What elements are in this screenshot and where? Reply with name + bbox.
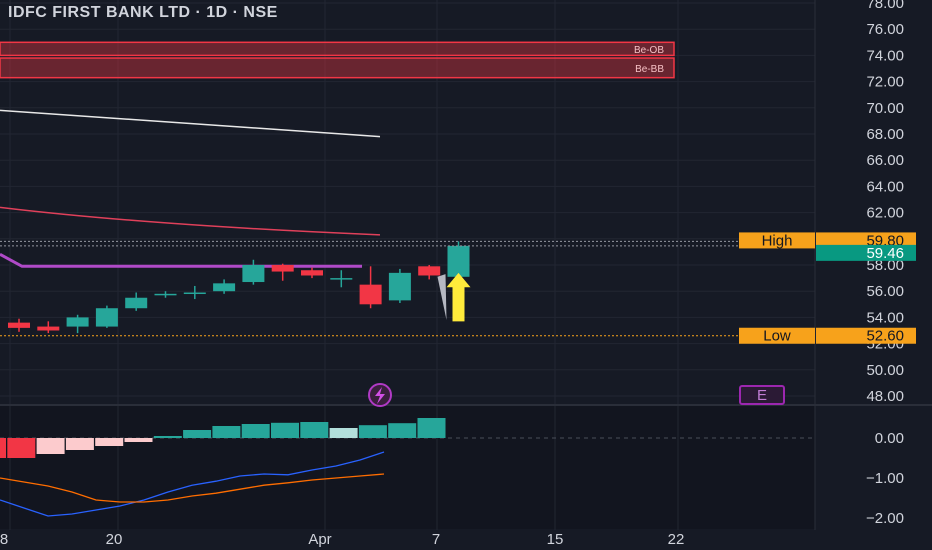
low-label-box [739,327,815,344]
candle-body [388,272,411,301]
lightning-glyph [375,387,385,404]
last-value-box [816,244,916,261]
x-tick-label: 20 [106,531,123,548]
histogram-bar [388,423,417,438]
histogram-bar [0,438,6,458]
x-tick-label: 15 [547,531,564,548]
histogram-bar [95,438,124,446]
y-tick-label: 76.00 [866,21,904,38]
histogram-bar [65,438,94,450]
earnings-badge[interactable] [739,385,785,405]
y-tick-label: 74.00 [866,47,904,64]
histogram-bar [300,422,329,438]
x-tick-label: 8 [0,531,8,548]
macd-line [0,451,385,517]
high-label-box [739,232,815,249]
histogram-bar [271,422,299,438]
x-tick-label: 22 [668,531,685,548]
y-tick-label: 62.00 [866,205,904,222]
x-tick-label: 7 [432,531,440,548]
signal-line [0,473,385,503]
histogram-bar [36,438,65,454]
y-tick-label: 56.00 [866,283,904,300]
y-tick-label: 64.00 [866,178,904,195]
y-tick-label: 78.00 [866,0,904,12]
y-tick-label: 70.00 [866,100,904,117]
zone-label: Be-BB [635,64,664,75]
low-value: 52.60 [866,328,904,345]
histogram-bar [153,436,182,438]
indicator-y-tick: −1.00 [866,470,904,487]
y-tick-label: 72.00 [866,74,904,91]
yellow-arrow [446,272,471,322]
lightning-marker[interactable] [368,383,392,407]
candle-body [330,278,353,280]
histogram-bar [183,430,212,438]
ma-red-line [0,206,381,236]
candles [8,241,471,334]
candle-body [359,284,382,305]
candle-body [8,322,30,328]
candle-body [447,245,470,277]
indicator-y-tick: −2.00 [866,510,904,527]
histogram-bar [417,418,446,438]
candle-body [242,265,265,283]
y-tick-label: 54.00 [866,309,904,326]
zone-be-ob [0,41,675,57]
indicator [0,418,815,517]
histogram-bar [329,428,358,438]
zone-be-bb [0,57,675,79]
low-value-box [816,327,916,344]
y-tick-label: 50.00 [866,362,904,379]
candle-body [271,265,294,272]
indicator-y-tick: 0.00 [875,430,904,447]
candle-body [418,266,441,276]
x-axis[interactable]: 8 20 Apr 7 15 22 [0,531,684,548]
high-label: High [762,232,793,249]
candle-body [125,297,148,309]
candle-body [37,326,60,331]
candle-body [213,283,236,292]
chart-title: IDFC FIRST BANK LTD · 1D · NSE [8,4,278,21]
y-tick-label: 68.00 [866,126,904,143]
x-tick-label: Apr [308,531,331,548]
indicator-y-axis[interactable]: 0.00 −1.00 −2.00 [866,430,904,527]
high-value-box [816,232,916,249]
y-tick-label: 48.00 [866,388,904,405]
histogram-bar [212,426,241,438]
zone-label: Be-OB [634,45,664,56]
ma-white-line [0,109,381,138]
histogram-bar [7,438,36,458]
low-label: Low [763,328,791,345]
y-tick-label: 66.00 [866,152,904,169]
histogram-bar [358,425,387,438]
histogram-bar [124,438,153,442]
candle-body [301,270,323,276]
earnings-label: E [757,387,767,404]
candle-body [66,317,89,327]
gray-arrow [437,274,447,321]
y-tick-label: 58.00 [866,257,904,274]
last-value: 59.46 [866,245,904,262]
candle-body [183,292,206,295]
candle-body [154,293,177,296]
candle-body [95,308,118,327]
zones: Be-OB Be-BB [0,41,675,79]
earnings-marker[interactable]: E [739,385,785,405]
histogram-bar [241,424,270,438]
